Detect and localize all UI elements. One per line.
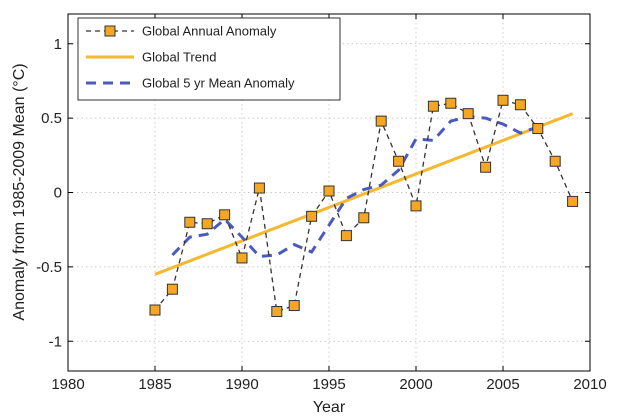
legend-label: Global 5 yr Mean Anomaly xyxy=(142,76,295,91)
annual-anomaly-line xyxy=(154,99,574,313)
annual-anomaly-point xyxy=(549,155,561,167)
annual-anomaly-point xyxy=(201,218,213,230)
y-tick-label: 1 xyxy=(54,36,62,53)
annual-anomaly-point xyxy=(567,195,579,207)
annual-anomaly-point xyxy=(375,115,387,127)
annual-anomaly-point xyxy=(497,94,509,106)
annual-anomaly-point xyxy=(184,216,196,228)
x-tick-label: 1985 xyxy=(138,376,171,393)
annual-anomaly-point xyxy=(271,306,283,317)
legend: Global Annual Anomaly Global Trend Global … xyxy=(77,17,341,101)
annual-anomaly-point xyxy=(358,212,370,224)
x-tick-label: 2005 xyxy=(486,376,519,393)
annual-anomaly-point xyxy=(514,99,526,111)
x-tick-label: 1995 xyxy=(312,376,345,393)
x-tick-label: 2010 xyxy=(573,376,606,393)
x-tick-label: 2000 xyxy=(399,376,432,393)
five-year-mean-line xyxy=(171,115,539,259)
y-tick-label: 0 xyxy=(54,185,62,202)
annual-anomaly-point xyxy=(445,97,457,109)
annual-anomaly-point xyxy=(410,200,422,212)
plot-series xyxy=(149,94,579,317)
annual-anomaly-point xyxy=(532,123,544,135)
annual-anomaly-point xyxy=(393,155,405,167)
y-tick-label: 0.5 xyxy=(41,110,62,127)
annual-anomaly-point xyxy=(462,108,474,120)
legend-label: Global Trend xyxy=(142,50,216,65)
annual-anomaly-point xyxy=(166,283,178,295)
x-axis-label: Year xyxy=(313,399,346,416)
legend-label: Global Annual Anomaly xyxy=(142,24,277,39)
legend-annual-marker xyxy=(104,25,116,37)
y-axis-label: Anomaly from 1985-2009 Mean (°C) xyxy=(11,63,28,320)
annual-anomaly-point xyxy=(149,304,161,316)
annual-anomaly-point xyxy=(480,161,492,173)
annual-anomaly-point xyxy=(340,230,352,242)
y-tick-label: -1 xyxy=(49,333,62,350)
trend-line xyxy=(154,112,574,276)
annual-anomaly-point xyxy=(253,182,265,194)
axis-ticks: 1980 1985 1990 1995 2000 2005 2010 -1 -0.5 0 0.5 1 xyxy=(36,14,607,393)
annual-anomaly-point xyxy=(236,252,248,264)
annual-anomaly-point xyxy=(288,300,300,312)
y-tick-label: -0.5 xyxy=(36,259,62,276)
annual-anomaly-point xyxy=(219,209,231,221)
legend-box xyxy=(77,17,341,101)
x-tick-label: 1980 xyxy=(51,376,84,393)
annual-anomaly-point xyxy=(427,100,439,112)
annual-anomaly-point xyxy=(306,210,318,222)
annual-anomaly-point xyxy=(323,185,335,197)
x-tick-label: 1990 xyxy=(225,376,258,393)
